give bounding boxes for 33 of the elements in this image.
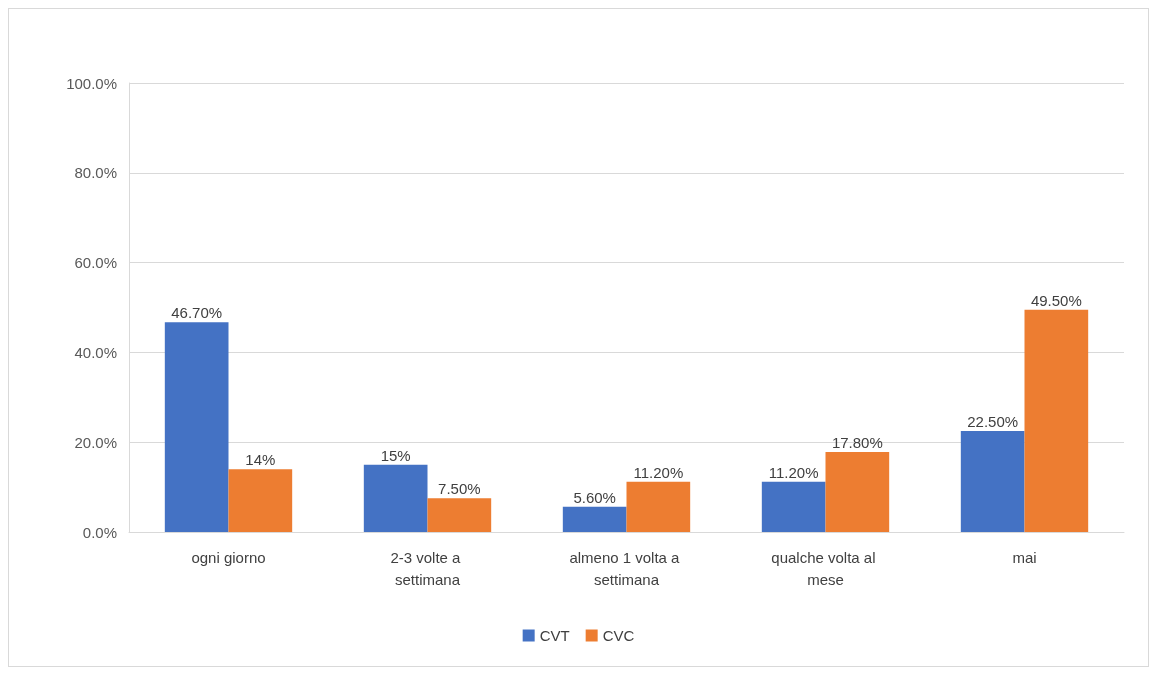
y-tick-label: 0.0% <box>82 523 117 541</box>
data-label: 7.50% <box>438 480 481 498</box>
y-tick-label: 100.0% <box>66 74 117 92</box>
y-tick-label: 40.0% <box>74 343 117 361</box>
bar <box>427 498 492 532</box>
y-tick-label: 20.0% <box>74 433 117 451</box>
bar <box>228 469 293 532</box>
data-label: 5.60% <box>573 488 616 506</box>
x-tick-label: almeno 1 volta a settimana <box>569 548 684 588</box>
bar <box>626 481 691 532</box>
y-tick-label: 80.0% <box>74 164 117 182</box>
bar <box>1024 309 1089 532</box>
x-tick-label: qualche volta al mese <box>771 548 880 588</box>
x-tick-label: mai <box>1012 548 1037 566</box>
data-label: 17.80% <box>831 434 883 452</box>
data-label: 11.20% <box>633 463 684 481</box>
bar <box>825 452 890 532</box>
legend-label: CVT <box>539 627 570 644</box>
legend-label: CVC <box>602 627 635 644</box>
bar <box>960 430 1025 532</box>
bar <box>363 464 428 532</box>
data-label: 22.50% <box>967 412 1019 430</box>
data-label: 46.70% <box>171 304 223 322</box>
bar <box>562 506 627 532</box>
data-label: 49.50% <box>1030 291 1082 309</box>
data-label: 11.20% <box>768 463 819 481</box>
bar <box>164 322 229 532</box>
x-tick-label: ogni giorno <box>191 548 266 566</box>
y-tick-label: 60.0% <box>74 254 117 272</box>
bar <box>761 481 826 532</box>
data-label: 14% <box>245 451 276 469</box>
data-label: 15% <box>380 446 411 464</box>
x-tick-label: 2-3 volte a settimana <box>390 548 465 588</box>
